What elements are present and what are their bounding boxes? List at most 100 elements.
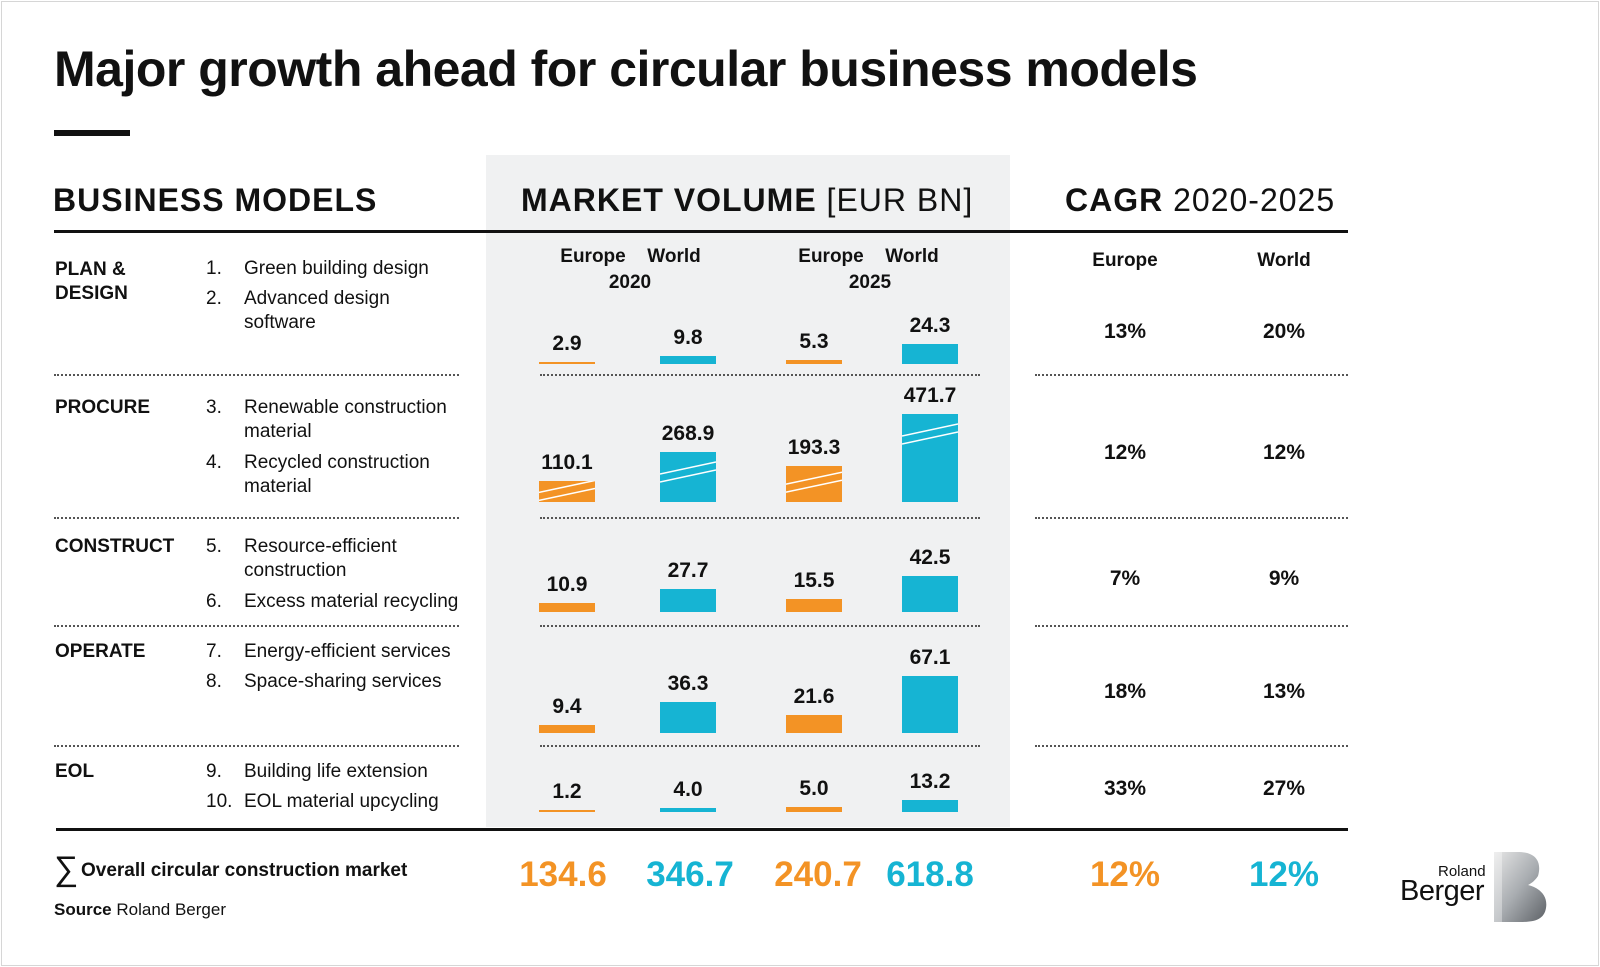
axis-break-icon — [539, 481, 595, 502]
cagr-world-value: 12% — [1262, 441, 1306, 464]
page-title: Major growth ahead for circular business… — [54, 41, 1198, 97]
header-rule-mid — [486, 230, 1010, 233]
total-world-2020: 346.7 — [646, 855, 734, 894]
cagr-europe-value: 18% — [1103, 680, 1147, 703]
sublabel-world-2025: World — [885, 246, 939, 267]
item-label: Building life extension — [244, 761, 428, 782]
row-divider — [54, 374, 459, 376]
bar-europe-2020 — [539, 725, 595, 733]
sublabel-europe-2025: Europe — [798, 246, 864, 267]
row-divider — [540, 374, 980, 376]
value-label-world-2025: 67.1 — [909, 646, 951, 669]
source-note: Source Roland Berger — [54, 900, 226, 919]
value-label-world-2020: 4.0 — [673, 778, 703, 801]
item-number: 3. — [206, 397, 222, 418]
value-label-europe-2025: 15.5 — [793, 569, 835, 592]
item-label: Energy-efficient services — [244, 641, 451, 662]
total-europe-2025: 240.7 — [774, 855, 862, 894]
item-number: 2. — [206, 288, 222, 309]
bar-europe-2025 — [786, 599, 842, 612]
value-label-world-2025: 42.5 — [909, 546, 951, 569]
value-label-europe-2020: 10.9 — [546, 573, 588, 596]
value-label-europe-2020: 110.1 — [541, 451, 593, 474]
header-rule-left — [54, 230, 486, 233]
bar-europe-2020 — [539, 603, 595, 612]
header-cagr: CAGR 2020-2025 — [1065, 182, 1336, 218]
bar-world-2025 — [902, 414, 958, 502]
item-number: 4. — [206, 452, 222, 473]
cagr-world-value: 20% — [1262, 320, 1306, 343]
bar-world-2020 — [660, 808, 716, 812]
item-label: EOL material upcycling — [244, 791, 439, 812]
bar-world-2020 — [660, 356, 716, 364]
row-divider — [1035, 374, 1348, 376]
value-label-world-2025: 13.2 — [909, 770, 951, 793]
sublabel-europe-2020: Europe — [560, 246, 626, 267]
value-label-world-2020: 27.7 — [667, 559, 709, 582]
item-number: 6. — [206, 591, 222, 612]
category-procure: PROCURE — [55, 397, 151, 418]
item-label: Excess material recycling — [244, 591, 459, 612]
total-europe-2020: 134.6 — [519, 855, 607, 894]
axis-break-icon — [660, 461, 716, 483]
value-label-world-2020: 268.9 — [661, 422, 715, 445]
row-divider — [54, 625, 459, 627]
cagr-europe-value: 13% — [1103, 320, 1147, 343]
bar-world-2020 — [660, 702, 716, 733]
item-label: Recycled construction material — [244, 452, 430, 497]
value-label-europe-2025: 193.3 — [787, 436, 841, 459]
cagr-europe-value: 12% — [1103, 441, 1147, 464]
value-label-europe-2025: 5.0 — [799, 777, 829, 800]
bar-world-2025 — [902, 676, 958, 733]
bar-europe-2025 — [786, 466, 842, 502]
item-number: 8. — [206, 671, 222, 692]
bar-europe-2025 — [786, 715, 842, 733]
header-rule-right — [1010, 230, 1348, 233]
category-plan-design: PLAN & DESIGN — [55, 259, 128, 304]
bar-world-2025 — [902, 800, 958, 812]
item-label: Renewable construction material — [244, 397, 447, 442]
item-label: Resource-efficient construction — [244, 536, 397, 581]
row-divider — [540, 745, 980, 747]
sigma-icon: ∑ — [54, 850, 79, 888]
item-label: Space-sharing services — [244, 671, 442, 692]
cagr-europe-value: 7% — [1109, 567, 1141, 590]
item-number: 1. — [206, 258, 222, 279]
value-label-world-2025: 24.3 — [909, 314, 951, 337]
axis-break-icon — [786, 471, 842, 493]
bar-world-2025 — [902, 576, 958, 612]
logo-text-top: Roland — [1438, 863, 1486, 880]
bar-europe-2020 — [539, 362, 595, 364]
item-number: 10. — [206, 791, 233, 812]
row-divider — [540, 517, 980, 519]
row-divider — [1035, 625, 1348, 627]
bar-world-2020 — [660, 452, 716, 502]
bar-world-2025 — [902, 344, 958, 364]
bar-europe-2025 — [786, 360, 842, 364]
value-label-world-2025: 471.7 — [903, 384, 957, 407]
value-label-world-2020: 36.3 — [667, 672, 709, 695]
bar-europe-2020 — [539, 481, 595, 502]
cagr-world-value: 27% — [1262, 777, 1306, 800]
value-label-europe-2025: 5.3 — [799, 330, 829, 353]
bar-europe-2025 — [786, 807, 842, 812]
cagr-world-value: 9% — [1268, 567, 1300, 590]
value-label-europe-2025: 21.6 — [793, 685, 835, 708]
header-market-volume: MARKET VOLUME [EUR BN] — [521, 182, 974, 218]
total-cagr-europe: 12% — [1089, 855, 1161, 894]
cagr-europe-value: 33% — [1103, 777, 1147, 800]
total-world-2025: 618.8 — [886, 855, 974, 894]
total-cagr-world: 12% — [1248, 855, 1320, 894]
row-divider — [54, 517, 459, 519]
item-number: 7. — [206, 641, 222, 662]
sublabel-world-2020: World — [647, 246, 701, 267]
total-rule — [56, 828, 1348, 831]
row-divider — [1035, 517, 1348, 519]
bar-europe-2020 — [539, 810, 595, 812]
value-label-europe-2020: 2.9 — [552, 332, 582, 355]
item-label: Green building design — [244, 258, 429, 279]
category-eol: EOL — [55, 761, 95, 782]
bar-world-2020 — [660, 589, 716, 612]
cagr-world-value: 13% — [1262, 680, 1306, 703]
item-number: 5. — [206, 536, 222, 557]
